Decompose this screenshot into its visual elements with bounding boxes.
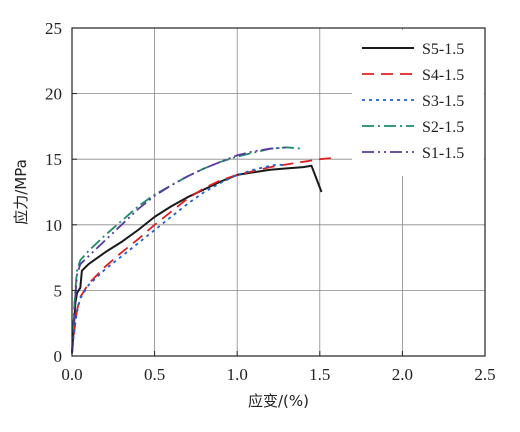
x-tick-label: 0.5 bbox=[144, 365, 165, 384]
series-line-s1-1.5 bbox=[71, 146, 287, 354]
series-lines bbox=[71, 146, 334, 354]
series-line-s5-1.5 bbox=[71, 164, 323, 354]
legend: S5-1.5 S4-1.5 S3-1.5 S2-1.5 S1-1.5 bbox=[352, 30, 484, 176]
legend-label: S1-1.5 bbox=[422, 145, 464, 162]
legend-label: S5-1.5 bbox=[422, 41, 464, 58]
plot-frame bbox=[71, 27, 486, 357]
legend-label: S4-1.5 bbox=[422, 67, 464, 84]
x-tick-label: 1.0 bbox=[227, 365, 248, 384]
x-axis-title: 应变/(%) bbox=[248, 392, 309, 410]
y-tick-label: 0 bbox=[54, 347, 63, 366]
y-axis-title: 应力/MPa bbox=[12, 159, 30, 225]
series-line-s2-1.5 bbox=[71, 146, 304, 354]
x-tick-label: 0.0 bbox=[61, 365, 82, 384]
y-tick-label: 20 bbox=[45, 85, 62, 104]
series-line-s4-1.5 bbox=[71, 157, 334, 354]
axis-ticks: 0.0 0.5 1.0 1.5 2.0 2.5 0 5 10 15 20 25 bbox=[45, 19, 496, 384]
y-tick-label: 25 bbox=[45, 19, 62, 38]
legend-label: S3-1.5 bbox=[422, 93, 464, 110]
series-line-s3-1.5 bbox=[71, 163, 287, 354]
y-tick-label: 15 bbox=[45, 150, 62, 169]
y-tick-label: 10 bbox=[45, 216, 62, 235]
legend-label: S2-1.5 bbox=[422, 119, 464, 136]
x-tick-label: 1.5 bbox=[309, 365, 330, 384]
x-tick-label: 2.0 bbox=[392, 365, 413, 384]
x-tick-label: 2.5 bbox=[474, 365, 495, 384]
y-tick-label: 5 bbox=[54, 281, 63, 300]
